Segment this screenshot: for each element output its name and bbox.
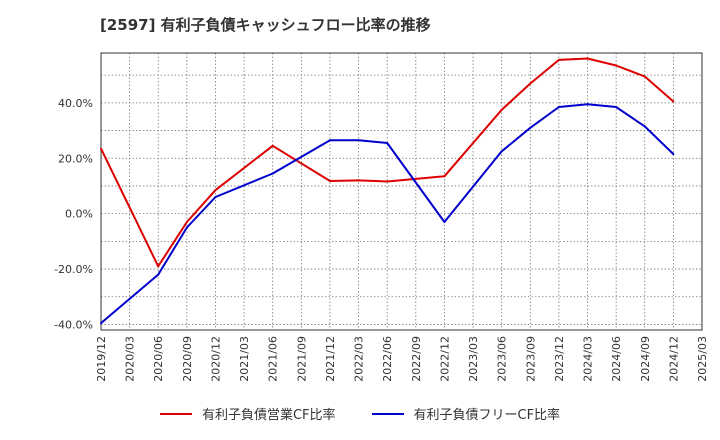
legend-item-operating-cf: 有利子負債営業CF比率 [159, 404, 336, 423]
x-tick-label: 2024/06 [610, 336, 623, 382]
data-point [157, 273, 160, 276]
data-point [500, 108, 503, 111]
legend-swatch-operating-cf [159, 412, 192, 415]
data-point [557, 58, 560, 61]
data-point [529, 126, 532, 129]
data-point [443, 220, 446, 223]
data-point [185, 226, 188, 229]
x-tick-label: 2023/03 [467, 336, 480, 382]
data-point [328, 139, 331, 142]
x-tick-label: 2021/09 [295, 336, 308, 382]
data-point [214, 196, 217, 199]
data-point [615, 64, 618, 67]
data-point [586, 103, 589, 106]
data-point [529, 82, 532, 85]
x-tick-label: 2020/09 [181, 336, 194, 382]
data-point [386, 180, 389, 183]
chart-title: [2597] 有利子負債キャッシュフロー比率の推移 [100, 16, 431, 34]
x-tick-label: 2023/06 [496, 336, 509, 382]
plot-frame [100, 52, 703, 331]
data-point [357, 139, 360, 142]
legend-item-free-cf: 有利子負債フリーCF比率 [371, 404, 561, 423]
data-point [386, 142, 389, 145]
x-tick-label: 2023/09 [524, 336, 537, 382]
x-tick-label: 2020/12 [209, 336, 222, 382]
data-point [271, 172, 274, 175]
data-point [185, 220, 188, 223]
data-point [586, 57, 589, 60]
x-tick-label: 2020/03 [124, 336, 137, 382]
data-point [157, 265, 160, 268]
data-point [443, 175, 446, 178]
x-tick-label: 2019/12 [95, 336, 108, 382]
x-tick-label: 2020/06 [152, 336, 165, 382]
x-tick-label: 2024/12 [667, 336, 680, 382]
x-tick-label: 2021/03 [238, 336, 251, 382]
line-chart: -40.0% -20.0% 0.0% 20.0% 40.0% 2019/12 2020/03… [54, 52, 709, 382]
y-tick-label: 0.0% [65, 208, 93, 221]
data-point [672, 100, 675, 103]
x-tick-label: 2025/03 [696, 336, 709, 382]
data-point [672, 153, 675, 156]
x-tick-label: 2022/09 [410, 336, 423, 382]
y-tick-label: 20.0% [58, 152, 93, 165]
legend-swatch-free-cf [371, 412, 404, 415]
x-tick-label: 2024/03 [582, 336, 595, 382]
data-point [500, 150, 503, 153]
legend-label-free-cf: 有利子負債フリーCF比率 [413, 408, 561, 423]
data-point [615, 106, 618, 109]
x-tick-label: 2024/09 [639, 336, 652, 382]
x-tick-label: 2022/06 [381, 336, 394, 382]
data-point [100, 322, 102, 325]
x-tick-label: 2021/06 [267, 336, 280, 382]
x-tick-label: 2021/12 [324, 336, 337, 382]
data-point [643, 75, 646, 78]
data-point [357, 179, 360, 182]
y-tick-label: 40.0% [58, 97, 93, 110]
series-line-operating-cf [100, 57, 675, 268]
series-line-free-cf [100, 103, 675, 324]
legend-label-operating-cf: 有利子負債営業CF比率 [201, 408, 336, 423]
data-point [214, 189, 217, 192]
x-tick-label: 2023/12 [553, 336, 566, 382]
data-point [100, 147, 102, 150]
x-tick-label: 2022/12 [438, 336, 451, 382]
data-point [271, 144, 274, 147]
chart-legend: 有利子負債営業CF比率 有利子負債フリーCF比率 [0, 404, 720, 423]
x-tick-label: 2022/03 [353, 336, 366, 382]
data-point [557, 106, 560, 109]
y-tick-label: -20.0% [54, 263, 93, 276]
data-point [328, 179, 331, 182]
y-tick-label: -40.0% [54, 318, 93, 331]
data-point [643, 125, 646, 128]
